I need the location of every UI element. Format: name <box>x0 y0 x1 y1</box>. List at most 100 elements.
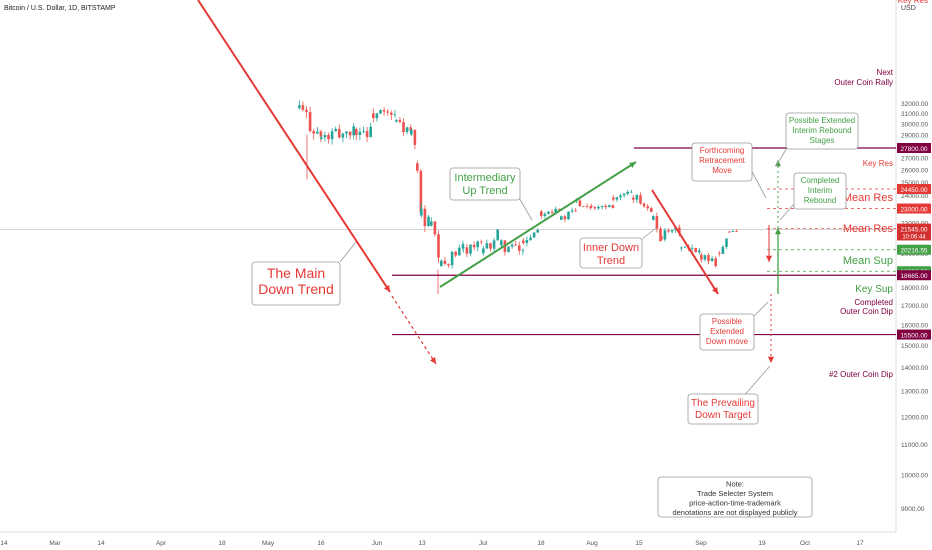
candle-body <box>433 221 437 235</box>
candle-body <box>319 131 323 137</box>
intermediary-up-trend-callout-text: Up Trend <box>462 185 507 197</box>
candle-body <box>626 191 629 194</box>
last-price-tag-label: 21545.00 <box>900 226 927 233</box>
retracement-callout-text: Forthcoming <box>700 146 744 155</box>
candle-body <box>305 109 308 113</box>
level-label: Completed <box>854 298 893 307</box>
candle-body <box>698 250 701 253</box>
y-tick-label: 26000.00 <box>901 167 928 174</box>
y-tick-label: 9000.00 <box>901 506 925 513</box>
level-label: Mean Sup <box>843 255 893 267</box>
candle-body <box>550 211 554 213</box>
x-tick-label: 17 <box>856 540 864 547</box>
candle-body <box>316 131 319 134</box>
candle-body <box>409 127 412 131</box>
candle-body <box>440 260 443 267</box>
x-tick-label: May <box>262 540 275 547</box>
candle-body <box>327 134 330 140</box>
main-down-trend-callout-text: Down Trend <box>258 281 333 297</box>
candle-body <box>338 128 341 138</box>
candle-body <box>536 229 539 233</box>
note-box-text: denotations are not displayed publicly <box>672 508 797 517</box>
y-tick-label: 24000.00 <box>901 193 928 200</box>
candle-body <box>560 216 563 220</box>
callout-pointer <box>775 147 788 167</box>
extended-rebound-callout-box <box>785 112 859 150</box>
candle-body <box>500 240 503 246</box>
candle-body <box>390 112 393 115</box>
candle-body <box>578 200 582 207</box>
inner-down-trend-callout-text: Trend <box>597 255 625 267</box>
intermediary-up-trend-callout-box <box>449 167 521 201</box>
y-tick-label: 31000.00 <box>901 111 928 118</box>
extended-down-callout-text: Down move <box>706 337 749 346</box>
candle-body <box>301 105 305 110</box>
candle-body <box>678 227 681 234</box>
candle-body <box>604 205 607 208</box>
candle-body <box>590 205 593 208</box>
level-price-tag <box>897 203 931 214</box>
main-down-trend-callout-box <box>251 261 341 306</box>
candle-body <box>612 197 615 200</box>
candle-body <box>670 230 674 232</box>
main-down-trend-callout-text: The Main <box>267 265 325 281</box>
candle-body <box>476 241 479 248</box>
candle-body <box>582 206 585 207</box>
candle-body <box>462 247 465 249</box>
candle-body <box>398 120 402 122</box>
candles <box>298 100 738 269</box>
candle-body <box>382 110 386 112</box>
y-tick-label: 18000.00 <box>901 285 928 292</box>
candle-body <box>694 247 697 253</box>
y-tick-label: 10000.00 <box>901 473 928 480</box>
candle-body <box>427 216 430 227</box>
x-tick-label: Jul <box>479 540 488 547</box>
candle-body <box>369 126 372 138</box>
candle-body <box>532 232 536 238</box>
candle-body <box>393 114 397 116</box>
intermediary-up-trend-line <box>439 161 637 288</box>
candle-body <box>639 195 642 204</box>
candle-body <box>312 131 315 134</box>
main-down-trend-line <box>197 0 391 293</box>
candle-body <box>659 228 662 242</box>
level-price-tag <box>897 143 931 154</box>
extended-down-callout-text: Extended <box>710 327 744 336</box>
prevailing-target-callout-text: Down Target <box>695 410 751 421</box>
symbol-title: Bitcoin / U.S. Dollar, 1D, BITSTAMP <box>4 5 116 12</box>
level-label: Key Res <box>863 159 893 168</box>
candle-body <box>600 205 604 207</box>
y-tick-label: 13000.00 <box>901 389 928 396</box>
candle-body <box>362 131 365 132</box>
candle-body <box>355 129 358 136</box>
candle-body <box>410 129 413 135</box>
inner-down-trend-line-head <box>712 287 718 294</box>
candle-body <box>423 208 427 227</box>
level-label: Outer Coin Rally <box>834 78 893 87</box>
prevailing-target-callout-text: The Prevailing <box>691 398 755 409</box>
candle-body <box>721 246 725 254</box>
level-price-tag-label: 20216.55 <box>900 248 927 255</box>
candle-body <box>554 208 557 213</box>
level-price-tag <box>897 329 931 340</box>
callout-pointer <box>749 167 767 199</box>
candle-body <box>454 251 457 256</box>
note-box-text: price-action-time-trademark <box>689 499 781 508</box>
completed-rebound-callout-text: Rebound <box>804 196 836 205</box>
x-tick-label: Mar <box>49 540 61 547</box>
level-price-tag-label: 24450.00 <box>900 187 927 194</box>
candle-body <box>589 206 592 209</box>
y-tick-label: 17000.00 <box>901 303 928 310</box>
callout-pointer <box>640 227 657 241</box>
retracement-arrow-head <box>765 255 773 262</box>
intermediary-up-trend-callout-text: Intermediary <box>454 172 516 184</box>
level-price-tag <box>897 244 931 255</box>
x-tick-label: 15 <box>635 540 643 547</box>
candle-body <box>510 244 514 247</box>
completed-rebound-callout-text: Completed <box>801 176 840 185</box>
level-price-tag <box>897 270 931 281</box>
candle-body <box>690 247 694 249</box>
